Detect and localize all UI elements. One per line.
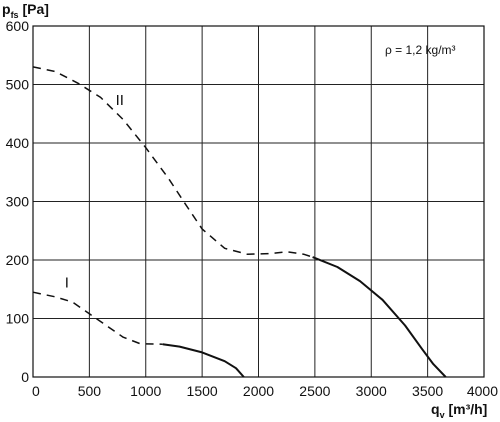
- curve-i-dashed: [32, 291, 163, 345]
- series-label-i: I: [65, 274, 69, 291]
- y-axis-label: pfs [Pa]: [2, 1, 49, 20]
- curves: [32, 66, 447, 378]
- tick-labels: 0 500 1000 1500 2000 2500 3000 3500 4000 0 100 200 3…: [6, 18, 499, 399]
- curve-ii-solid: [312, 256, 447, 378]
- density-annotation: ρ = 1,2 kg/m³: [385, 43, 456, 57]
- plot-frame: [32, 25, 485, 378]
- y-tick-label: 500: [6, 77, 30, 93]
- y-tick-label: 100: [6, 311, 30, 327]
- y-tick-label: 300: [6, 194, 30, 210]
- y-tick-label: 0: [21, 369, 29, 385]
- curve-i-solid: [162, 343, 245, 378]
- y-tick-label: 600: [6, 18, 30, 34]
- series-label-ii: II: [116, 92, 124, 109]
- x-tick-label: 2000: [243, 383, 274, 399]
- x-tick-label: 1500: [187, 383, 218, 399]
- x-tick-label: 2500: [299, 383, 330, 399]
- y-tick-label: 200: [6, 252, 30, 268]
- y-tick-label: 400: [6, 135, 30, 151]
- x-axis-label: qv [m³/h]: [431, 401, 487, 420]
- x-tick-label: 3500: [412, 383, 443, 399]
- x-tick-label: 1000: [130, 383, 161, 399]
- grid: [32, 25, 485, 378]
- x-tick-label: 4000: [467, 383, 498, 399]
- series-labels: III: [65, 92, 124, 292]
- x-tick-label: 3000: [356, 383, 387, 399]
- x-tick-label: 0: [32, 383, 40, 399]
- curve-ii-dashed: [32, 66, 313, 258]
- x-tick-label: 500: [78, 383, 102, 399]
